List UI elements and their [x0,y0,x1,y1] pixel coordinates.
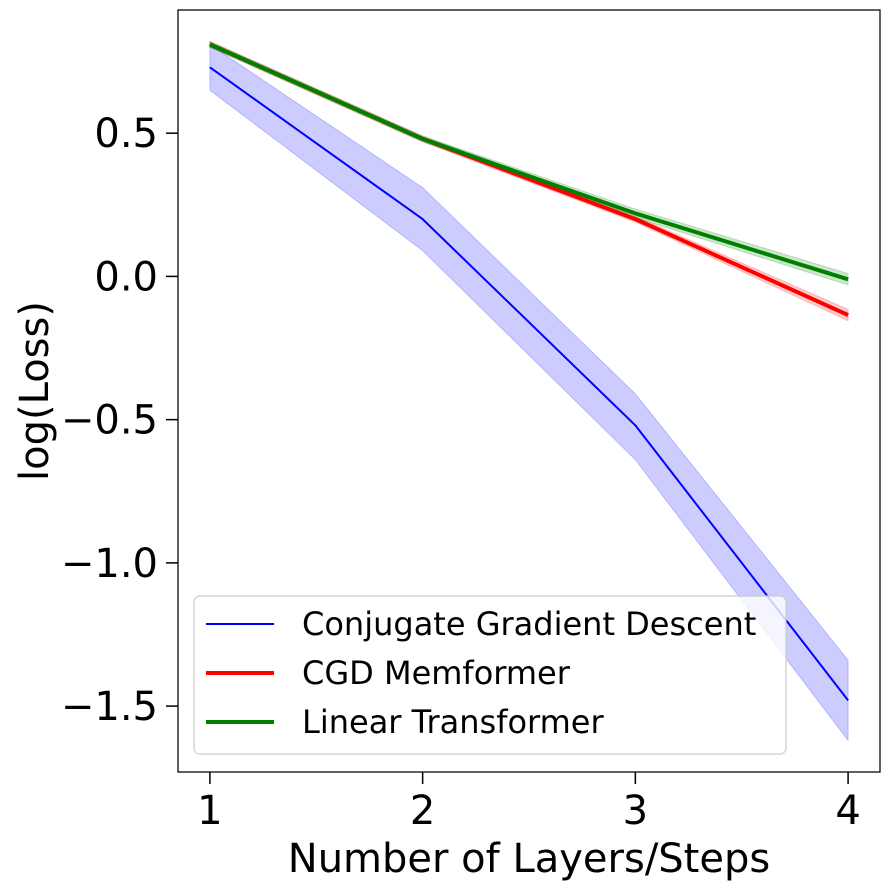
y-tick-label: 0.0 [94,254,158,300]
x-tick-label: 2 [410,788,435,834]
series-lines [209,42,849,702]
x-axis-ticks: 1 2 3 4 [197,772,861,834]
y-tick-label: 0.5 [94,111,158,157]
legend-box [193,595,787,755]
y-tick-label: −1.0 [61,541,158,587]
line-linear-transformer [209,42,849,282]
x-axis-label: Number of Layers/Steps [288,836,770,882]
legend-label-conjugate-gradient-descent: Conjugate Gradient Descent [302,605,756,643]
y-axis-label: log(Loss) [12,301,58,481]
plot-frame [177,9,881,773]
y-tick-label: −1.5 [61,684,158,730]
x-tick-label: 3 [623,788,648,834]
x-tick-label: 4 [835,788,860,834]
y-tick-label: −0.5 [61,398,158,444]
legend: Conjugate Gradient Descent CGD Memformer L… [193,595,787,755]
x-tick-label: 1 [197,788,222,834]
legend-label-cgd-memformer: CGD Memformer [302,654,571,692]
line-conjugate-gradient-descent [209,66,849,702]
y-axis-ticks: 0.5 0.0 −0.5 −1.0 −1.5 [61,111,178,730]
legend-label-linear-transformer: Linear Transformer [302,703,604,741]
